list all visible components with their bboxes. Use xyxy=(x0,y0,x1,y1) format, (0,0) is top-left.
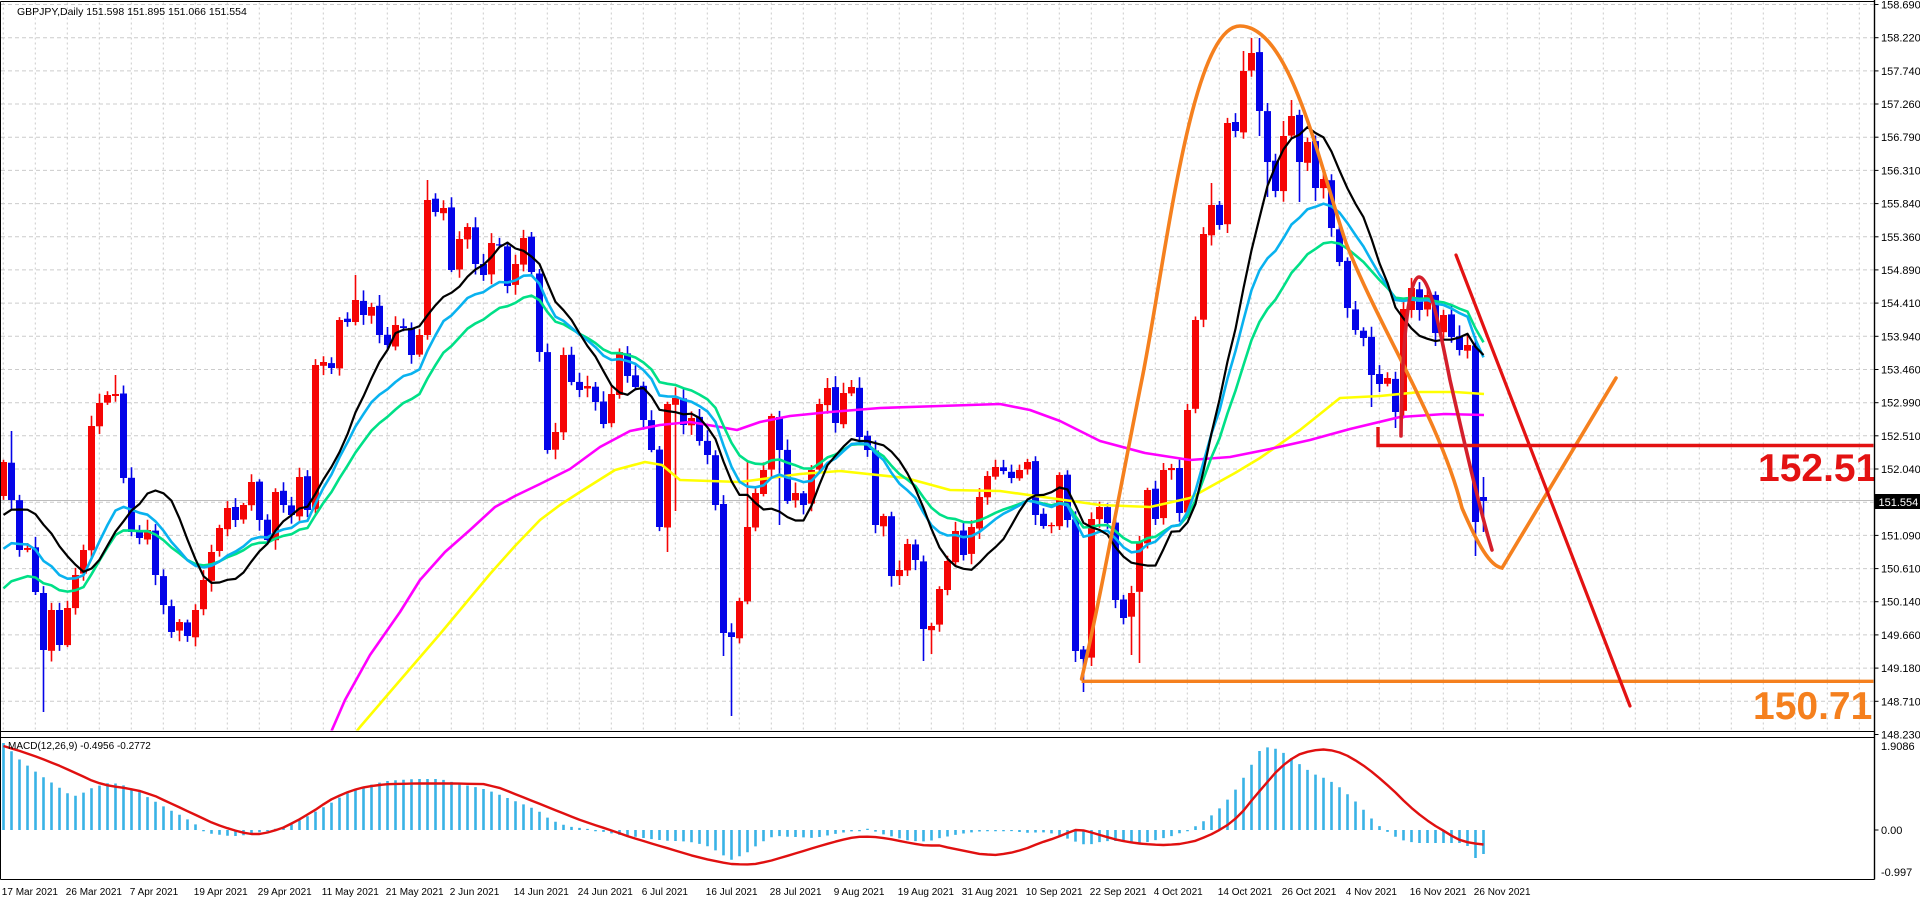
svg-text:6 Jul 2021: 6 Jul 2021 xyxy=(642,887,689,898)
svg-text:11 May 2021: 11 May 2021 xyxy=(322,887,380,898)
svg-text:24 Jun 2021: 24 Jun 2021 xyxy=(578,887,633,898)
svg-text:MACD(12,26,9) -0.4956 -0.2772: MACD(12,26,9) -0.4956 -0.2772 xyxy=(8,741,151,752)
svg-text:28 Jul 2021: 28 Jul 2021 xyxy=(770,887,822,898)
svg-text:152.51: 152.51 xyxy=(1758,447,1877,490)
svg-text:7 Apr 2021: 7 Apr 2021 xyxy=(130,887,179,898)
svg-text:157.260: 157.260 xyxy=(1881,99,1920,111)
svg-text:158.220: 158.220 xyxy=(1881,33,1920,45)
svg-text:154.890: 154.890 xyxy=(1881,265,1920,277)
svg-text:14 Oct 2021: 14 Oct 2021 xyxy=(1218,887,1273,898)
svg-text:152.040: 152.040 xyxy=(1881,464,1920,476)
svg-text:19 Aug 2021: 19 Aug 2021 xyxy=(898,887,955,898)
svg-text:158.690: 158.690 xyxy=(1881,0,1920,12)
svg-text:26 Mar 2021: 26 Mar 2021 xyxy=(66,887,123,898)
svg-text:148.230: 148.230 xyxy=(1881,730,1920,742)
svg-text:155.840: 155.840 xyxy=(1881,199,1920,211)
svg-text:152.990: 152.990 xyxy=(1881,398,1920,410)
svg-text:150.71: 150.71 xyxy=(1753,685,1872,728)
svg-text:157.740: 157.740 xyxy=(1881,66,1920,78)
svg-text:16 Jul 2021: 16 Jul 2021 xyxy=(706,887,758,898)
svg-text:149.180: 149.180 xyxy=(1881,663,1920,675)
svg-text:153.460: 153.460 xyxy=(1881,365,1920,377)
svg-text:21 May 2021: 21 May 2021 xyxy=(386,887,444,898)
svg-text:156.310: 156.310 xyxy=(1881,165,1920,177)
svg-text:149.660: 149.660 xyxy=(1881,630,1920,642)
svg-text:152.510: 152.510 xyxy=(1881,431,1920,443)
svg-text:31 Aug 2021: 31 Aug 2021 xyxy=(962,887,1019,898)
svg-text:10 Sep 2021: 10 Sep 2021 xyxy=(1026,887,1083,898)
svg-text:16 Nov 2021: 16 Nov 2021 xyxy=(1410,887,1467,898)
svg-text:4 Nov 2021: 4 Nov 2021 xyxy=(1346,887,1398,898)
svg-text:156.790: 156.790 xyxy=(1881,132,1920,144)
svg-text:155.360: 155.360 xyxy=(1881,232,1920,244)
svg-text:151.554: 151.554 xyxy=(1879,497,1919,509)
svg-text:4 Oct 2021: 4 Oct 2021 xyxy=(1154,887,1203,898)
svg-text:-0.997: -0.997 xyxy=(1881,867,1912,879)
svg-text:148.710: 148.710 xyxy=(1881,696,1920,708)
svg-text:9 Aug 2021: 9 Aug 2021 xyxy=(834,887,885,898)
svg-text:1.9086: 1.9086 xyxy=(1881,741,1915,753)
svg-text:14 Jun 2021: 14 Jun 2021 xyxy=(514,887,569,898)
svg-text:2 Jun 2021: 2 Jun 2021 xyxy=(450,887,500,898)
svg-text:26 Oct 2021: 26 Oct 2021 xyxy=(1282,887,1337,898)
svg-text:22 Sep 2021: 22 Sep 2021 xyxy=(1090,887,1147,898)
svg-text:26 Nov 2021: 26 Nov 2021 xyxy=(1474,887,1531,898)
svg-text:153.940: 153.940 xyxy=(1881,331,1920,343)
svg-text:0.00: 0.00 xyxy=(1881,825,1902,837)
svg-text:150.610: 150.610 xyxy=(1881,564,1920,576)
svg-text:GBPJPY,Daily 151.598 151.895: GBPJPY,Daily 151.598 151.895 151.066 151… xyxy=(17,6,247,18)
svg-text:19 Apr 2021: 19 Apr 2021 xyxy=(194,887,248,898)
svg-text:29 Apr 2021: 29 Apr 2021 xyxy=(258,887,312,898)
svg-text:150.140: 150.140 xyxy=(1881,597,1920,609)
svg-text:17 Mar 2021: 17 Mar 2021 xyxy=(2,887,59,898)
svg-text:154.410: 154.410 xyxy=(1881,298,1920,310)
svg-text:151.090: 151.090 xyxy=(1881,530,1920,542)
